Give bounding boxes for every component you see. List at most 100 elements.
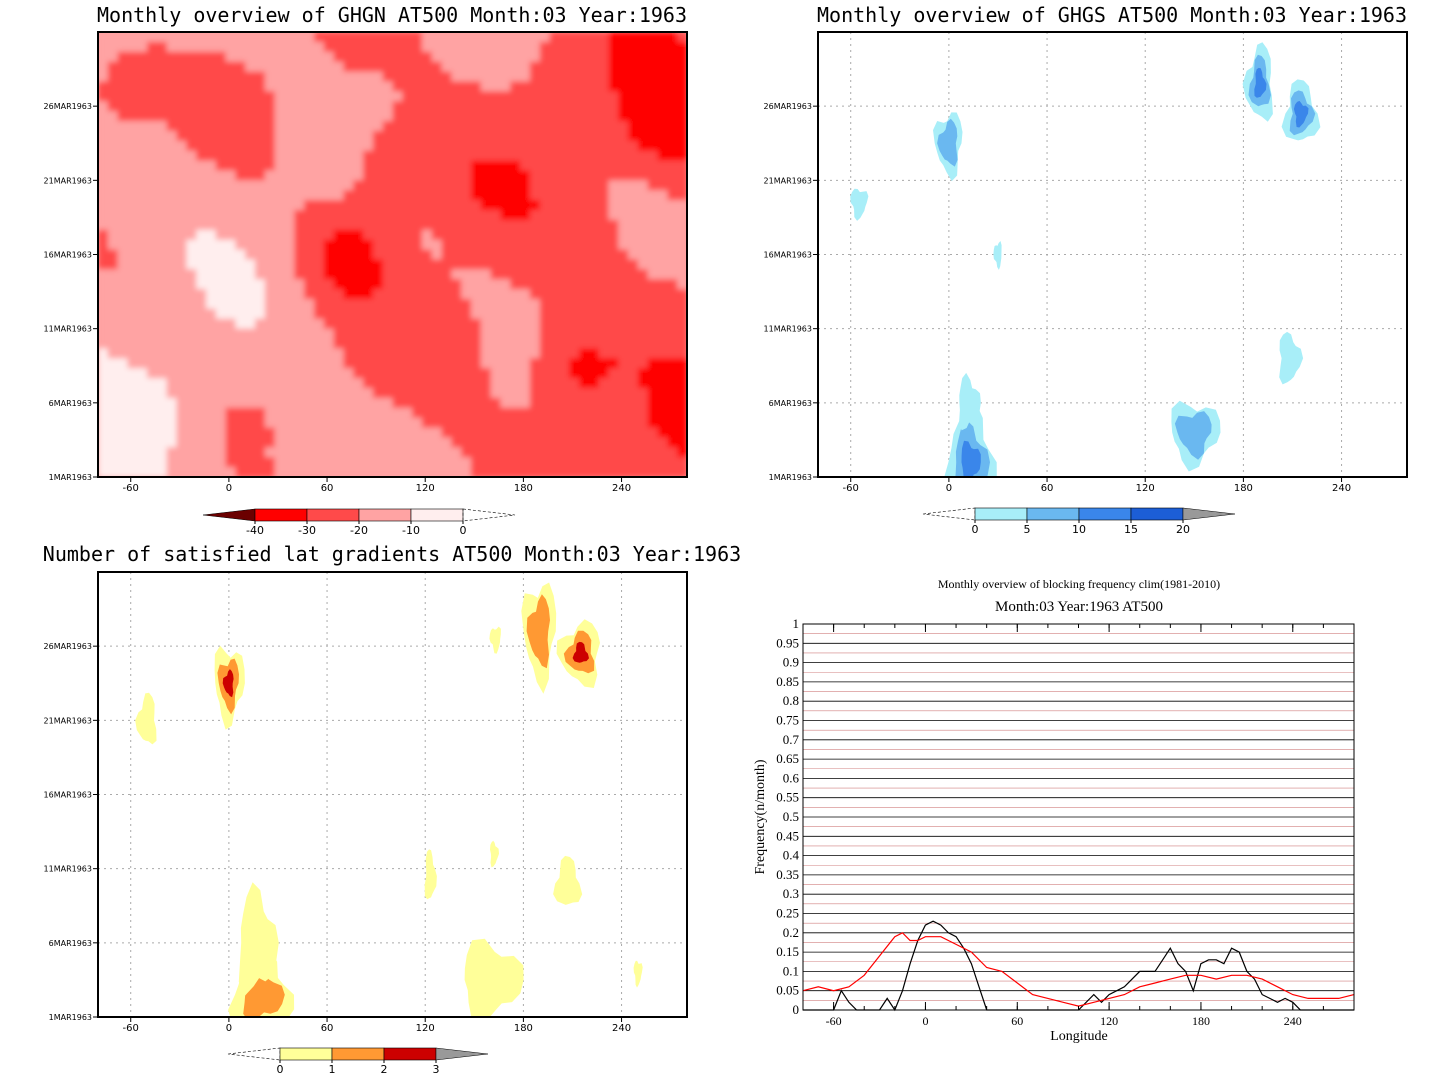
ghgn-cell — [520, 219, 531, 231]
ghgn-cell — [579, 328, 590, 340]
ghgn-cell — [539, 417, 551, 429]
ghgn-cell — [343, 289, 354, 300]
ghgn-cell — [569, 318, 580, 330]
ghgn-cell — [284, 308, 295, 320]
ghgn-cell — [294, 200, 305, 211]
ghgn-cell — [255, 328, 266, 340]
ghgn-cell — [579, 437, 590, 448]
ghgn-cell — [235, 32, 246, 43]
ghgn-cell — [421, 81, 433, 92]
ghgn-cell — [304, 229, 315, 241]
ghgn-cell — [147, 190, 158, 201]
ghgn-cell — [539, 111, 551, 122]
ghgn-cell — [628, 51, 639, 63]
ghgn-cell — [107, 457, 119, 468]
ghgn-cell — [471, 457, 482, 468]
ghgn-cell — [235, 160, 246, 172]
ghgn-cell — [559, 457, 570, 468]
ghgn-cell — [569, 467, 580, 477]
ghgn-cell — [137, 200, 148, 211]
ghgn-cell — [421, 378, 433, 389]
ghgn-cell — [372, 130, 384, 142]
ghgn-cell — [107, 437, 119, 448]
ghgn-cell — [667, 328, 678, 340]
ghgn-cell — [304, 219, 315, 231]
ghgn-cell — [363, 338, 374, 350]
ghgn-cell — [392, 378, 403, 389]
ghgn-cell — [196, 249, 207, 261]
ghgn-cell — [657, 407, 668, 419]
ghgn-cell — [608, 111, 619, 122]
ghgn-cell — [353, 299, 364, 310]
ghgn-cell — [637, 150, 649, 162]
ghgn-cell — [539, 397, 551, 409]
ghgn-cell — [490, 180, 502, 191]
ghgn-cell — [520, 388, 531, 399]
ghgn-cell — [451, 437, 462, 448]
ghgn-cell — [98, 407, 109, 419]
ghgn-cell — [107, 388, 119, 399]
ghgn-cell — [372, 91, 384, 102]
ghgn-cell — [176, 71, 187, 83]
ghgn-cell — [412, 467, 423, 477]
ghgn-cell — [314, 407, 325, 419]
ghgn-cell — [147, 200, 158, 211]
ghgn-cell — [274, 358, 286, 369]
ghgn-cell — [176, 269, 187, 280]
ghgn-cell — [215, 318, 227, 330]
ghgn-cell — [549, 259, 560, 270]
ghgn-cell — [451, 170, 462, 181]
ghgn-cell — [461, 437, 472, 448]
ghgn-cell — [264, 219, 276, 231]
ghgn-cell — [549, 61, 560, 73]
ghgn-cell — [274, 32, 286, 43]
ghgn-cell — [156, 378, 168, 389]
ghgn-cell — [274, 368, 286, 379]
freq-ytick-label: 0.3 — [783, 886, 799, 901]
ghgn-cell — [225, 467, 236, 477]
ghgn-cell — [235, 457, 246, 468]
ghgn-cell — [441, 407, 452, 419]
ghgn-cell — [392, 417, 403, 429]
ghgn-cell — [284, 130, 295, 142]
ghgn-cell — [677, 229, 687, 241]
ghgn-cell — [559, 407, 570, 419]
ghgn-cell — [382, 437, 394, 448]
ghgn-cell — [569, 200, 580, 211]
ghgn-cell — [667, 71, 678, 83]
ghgn-cell — [618, 140, 629, 152]
ghgn-cell — [657, 378, 668, 389]
ghgn-cell — [431, 32, 443, 43]
ghgn-cell — [588, 457, 600, 468]
ghgn-cell — [520, 348, 531, 359]
ghgn-cell — [382, 61, 394, 73]
ghgn-cell — [284, 101, 295, 112]
ghgn-cell — [677, 447, 687, 458]
ghgn-cell — [156, 289, 168, 300]
ghgn-cell — [392, 200, 403, 211]
ghgn-cell — [274, 457, 286, 468]
ghgn-cell — [363, 457, 374, 468]
ghgn-cell — [588, 299, 600, 310]
ghgn-cell — [569, 368, 580, 379]
ghgn-cell — [579, 378, 590, 389]
ghgn-cell — [107, 308, 119, 320]
ghgn-cell — [559, 299, 570, 310]
ghgn-cell — [559, 289, 570, 300]
ghgn-cell — [569, 447, 580, 458]
ghgn-cell — [294, 190, 305, 201]
ghgn-cell — [657, 279, 668, 290]
ghgn-cell — [284, 239, 295, 251]
ghgn-cell — [569, 41, 580, 53]
ghgn-cell — [588, 219, 600, 231]
ghgn-cell — [314, 368, 325, 379]
ghgn-cell — [255, 388, 266, 399]
ghgn-cell — [451, 150, 462, 162]
ghgn-cell — [628, 101, 639, 112]
ghgn-cell — [588, 447, 600, 458]
ghgn-cell — [353, 417, 364, 429]
ghgn-cell — [107, 358, 119, 369]
ghgn-cell — [628, 41, 639, 53]
ghgn-cell — [176, 289, 187, 300]
ghgn-cell — [569, 210, 580, 221]
